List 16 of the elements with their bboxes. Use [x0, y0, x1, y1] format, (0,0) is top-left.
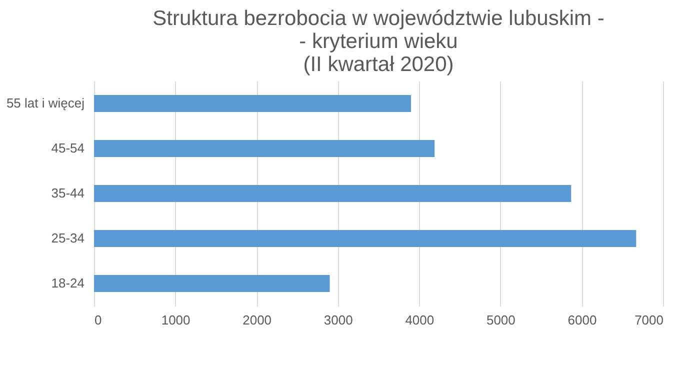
x-tick-label: 5000	[486, 312, 516, 328]
x-tick-label: 1000	[161, 312, 190, 328]
x-tick-label: 2000	[242, 312, 272, 328]
text: (II kwartał 2020)	[303, 53, 454, 76]
text: Struktura bezrobocia w województwie lubuskim -	[152, 7, 604, 30]
y-tick-label: 45-54	[51, 140, 84, 156]
x-tick-label: 3000	[324, 312, 353, 328]
y-tick-label: 18-24	[51, 276, 84, 290]
x-tick-label: 7000	[634, 312, 664, 328]
x-tick-label: 0	[94, 312, 102, 328]
y-tick-label: 55 lat i więcej	[6, 96, 85, 110]
x-tick-label: 4000	[405, 312, 434, 328]
y-tick-label: 35-44	[51, 186, 84, 200]
text: - kryterium wieku	[299, 30, 458, 53]
y-tick-label: 25-34	[51, 230, 84, 246]
x-tick-label: 6000	[568, 312, 597, 328]
